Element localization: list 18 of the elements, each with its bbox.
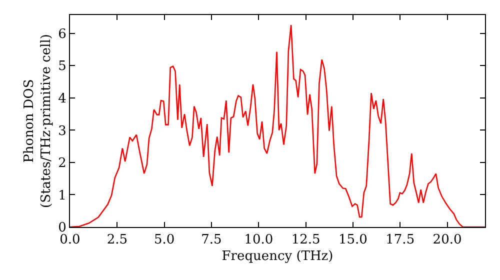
- x-tick-label: 10.0: [244, 232, 274, 248]
- y-axis-title: Phonon DOS (States/THz·primitive cell): [22, 34, 54, 208]
- x-tick-label: 0.0: [60, 232, 80, 248]
- x-axis-title: Frequency (THz): [222, 249, 334, 264]
- y-tick-label: 1: [58, 188, 66, 204]
- x-tick-label: 15.0: [338, 232, 368, 248]
- x-tick-label: 12.5: [291, 232, 320, 248]
- y-tick-label: 4: [58, 91, 66, 106]
- line-series: [70, 24, 485, 227]
- x-tick-label: 2.5: [106, 232, 128, 248]
- y-tick-label: 3: [58, 124, 66, 139]
- x-tick-label: 20.0: [432, 232, 462, 248]
- x-tick-label: 5.0: [154, 232, 175, 248]
- y-tick-label: 5: [58, 59, 66, 74]
- y-tick-label: 6: [58, 26, 66, 42]
- y-tick-label: 2: [58, 156, 66, 172]
- x-tick-label: 7.5: [201, 232, 222, 248]
- x-tick-label: 17.5: [386, 232, 415, 248]
